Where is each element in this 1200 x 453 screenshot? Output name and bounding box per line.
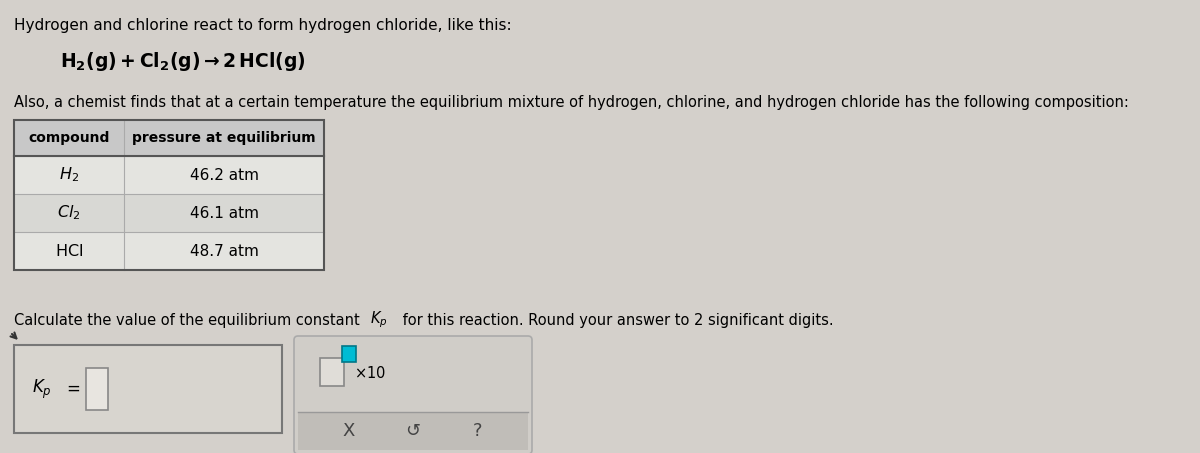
Bar [86, 368, 108, 410]
Bar [14, 194, 324, 232]
Text: X: X [342, 422, 355, 440]
Bar [298, 412, 528, 450]
Bar [14, 120, 324, 156]
Text: $K_p$: $K_p$ [32, 377, 52, 400]
Text: =: = [66, 380, 80, 398]
FancyBboxPatch shape [294, 336, 532, 453]
Bar [342, 346, 356, 362]
Text: ↺: ↺ [406, 422, 420, 440]
Text: 46.2 atm: 46.2 atm [190, 168, 258, 183]
Bar [14, 345, 282, 433]
Text: Calculate the value of the equilibrium constant: Calculate the value of the equilibrium c… [14, 313, 365, 328]
Text: 48.7 atm: 48.7 atm [190, 244, 258, 259]
Text: Hydrogen and chlorine react to form hydrogen chloride, like this:: Hydrogen and chlorine react to form hydr… [14, 18, 511, 33]
Text: $\mathrm{HCl}$: $\mathrm{HCl}$ [55, 243, 83, 259]
Bar [14, 232, 324, 270]
Text: $Cl_2$: $Cl_2$ [58, 204, 80, 222]
Bar [14, 120, 324, 270]
Text: $H_2$: $H_2$ [59, 166, 79, 184]
Text: $K_p$: $K_p$ [370, 310, 388, 330]
Text: ?: ? [473, 422, 482, 440]
Text: compound: compound [29, 131, 109, 145]
Text: $\mathbf{H_2(g) + Cl_2(g) \rightarrow 2\,HCl(g)}$: $\mathbf{H_2(g) + Cl_2(g) \rightarrow 2\… [60, 50, 306, 73]
Bar [14, 156, 324, 194]
Text: $\times$10: $\times$10 [354, 365, 386, 381]
Text: pressure at equilibrium: pressure at equilibrium [132, 131, 316, 145]
Text: for this reaction. Round your answer to 2 significant digits.: for this reaction. Round your answer to … [398, 313, 834, 328]
Bar [320, 358, 344, 386]
Text: Also, a chemist finds that at a certain temperature the equilibrium mixture of h: Also, a chemist finds that at a certain … [14, 95, 1129, 110]
Text: 46.1 atm: 46.1 atm [190, 206, 258, 221]
